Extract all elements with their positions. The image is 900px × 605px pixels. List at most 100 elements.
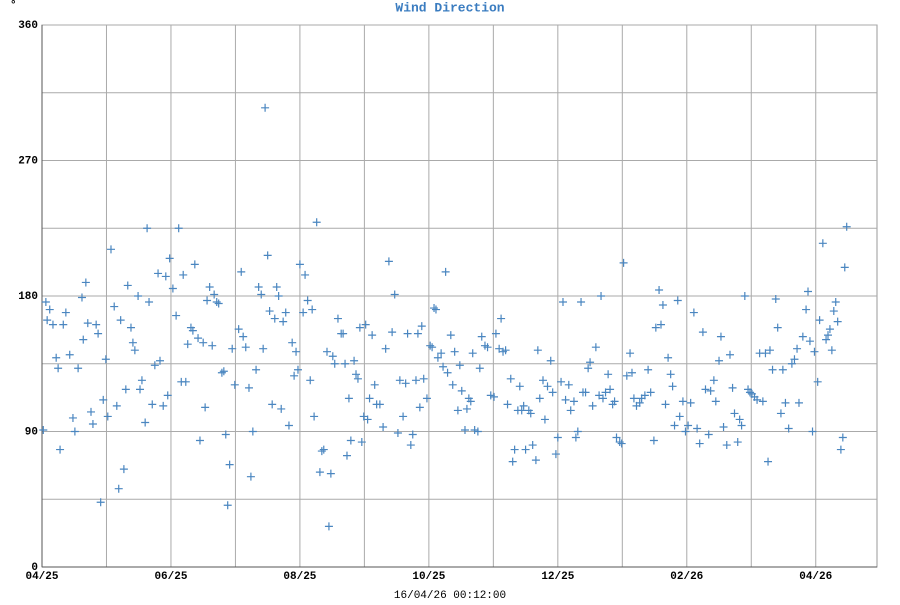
data-point xyxy=(661,400,670,409)
y-tick-label: 0 xyxy=(31,562,38,574)
data-point xyxy=(259,344,268,353)
data-point xyxy=(217,368,226,377)
data-point xyxy=(353,374,362,383)
data-point xyxy=(137,376,146,385)
data-point xyxy=(629,394,638,403)
data-point xyxy=(123,281,132,290)
data-point xyxy=(473,427,482,436)
data-point xyxy=(161,272,170,281)
data-point xyxy=(515,382,524,391)
data-point xyxy=(506,374,515,383)
data-point xyxy=(333,314,342,323)
data-point xyxy=(823,331,832,340)
x-tick-label: 08/25 xyxy=(283,571,316,583)
data-point xyxy=(154,269,163,278)
data-point xyxy=(615,438,624,447)
data-point xyxy=(290,371,299,380)
data-point xyxy=(584,364,593,373)
data-point xyxy=(606,385,615,394)
chart-title: Wind Direction xyxy=(395,0,504,15)
data-point xyxy=(165,254,174,263)
y-tick-label: 270 xyxy=(18,155,38,167)
data-point xyxy=(413,329,422,338)
data-point xyxy=(370,380,379,389)
data-point xyxy=(443,368,452,377)
data-point xyxy=(399,412,408,421)
data-point xyxy=(312,218,321,227)
data-point xyxy=(299,308,308,317)
data-point xyxy=(460,425,469,434)
data-point xyxy=(673,296,682,305)
data-point xyxy=(533,346,542,355)
data-point xyxy=(365,394,374,403)
data-point xyxy=(219,367,228,376)
data-point xyxy=(148,400,157,409)
data-point xyxy=(658,301,667,310)
data-point xyxy=(543,382,552,391)
data-point xyxy=(361,320,370,329)
data-point xyxy=(346,436,355,445)
data-point xyxy=(114,484,123,493)
data-point xyxy=(477,332,486,341)
data-point xyxy=(601,388,610,397)
data-point xyxy=(106,245,115,254)
x-tick-label: 12/25 xyxy=(541,571,574,583)
data-point xyxy=(59,320,68,329)
data-point xyxy=(735,415,744,424)
data-point xyxy=(344,394,353,403)
data-point xyxy=(776,409,785,418)
data-point xyxy=(503,400,512,409)
data-point xyxy=(406,441,415,450)
data-point xyxy=(150,361,159,370)
data-point xyxy=(497,314,506,323)
data-point xyxy=(350,356,359,365)
data-point xyxy=(119,465,128,474)
data-point xyxy=(277,404,286,413)
y-axis-label: ° xyxy=(10,0,17,12)
data-point xyxy=(112,401,121,410)
data-point xyxy=(825,325,834,334)
data-point xyxy=(417,322,426,331)
data-point xyxy=(722,441,731,450)
data-point xyxy=(764,457,773,466)
data-point xyxy=(719,422,728,431)
data-point xyxy=(450,347,459,356)
data-point xyxy=(342,451,351,460)
y-tick-label: 90 xyxy=(25,426,38,438)
data-point xyxy=(339,329,348,338)
data-point xyxy=(455,361,464,370)
data-point xyxy=(254,282,263,291)
data-point xyxy=(649,436,658,445)
data-point xyxy=(655,285,664,294)
data-point xyxy=(773,323,782,332)
x-tick-label: 04/26 xyxy=(799,571,832,583)
data-point xyxy=(441,267,450,276)
data-point xyxy=(681,427,690,436)
data-point xyxy=(829,307,838,316)
data-point xyxy=(569,397,578,406)
data-point xyxy=(39,425,48,434)
data-point xyxy=(190,260,199,269)
data-point xyxy=(501,346,510,355)
data-point xyxy=(188,326,197,335)
data-point xyxy=(540,415,549,424)
data-point xyxy=(827,346,836,355)
data-point xyxy=(539,376,547,385)
data-point xyxy=(765,346,774,355)
data-point xyxy=(74,364,83,373)
data-point xyxy=(257,290,266,299)
data-point xyxy=(833,317,842,326)
data-point xyxy=(48,320,57,329)
data-point xyxy=(842,222,851,231)
data-point xyxy=(237,267,246,276)
data-point xyxy=(701,385,710,394)
data-point xyxy=(390,290,399,299)
data-point xyxy=(805,337,814,346)
data-point xyxy=(733,438,742,447)
data-point xyxy=(644,365,653,374)
data-point xyxy=(303,296,312,305)
data-point xyxy=(395,376,404,385)
data-point xyxy=(640,391,649,400)
data-point xyxy=(341,359,350,368)
y-tick-label: 360 xyxy=(18,20,38,32)
